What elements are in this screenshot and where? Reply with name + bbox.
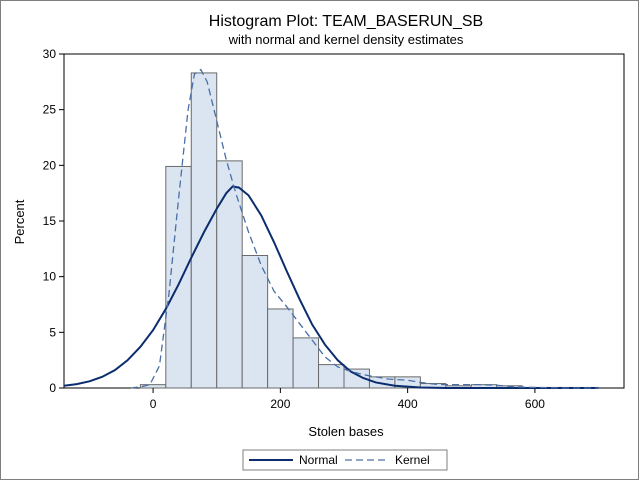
plot-frame: [63, 53, 625, 389]
normal-density-line: [63, 185, 599, 389]
y-axis-label: Percent: [12, 199, 27, 244]
histogram-bar: [165, 165, 192, 389]
plot-area: 0 5 10 15 20 25 30 0 200 400 600: [43, 47, 625, 411]
y-tick-label: 20: [43, 158, 57, 172]
legend: Normal Kernel: [242, 449, 448, 471]
x-axis-label: Stolen bases: [308, 424, 384, 439]
x-tick-label: 600: [525, 397, 545, 411]
chart-title: Histogram Plot: TEAM_BASERUN_SB: [209, 13, 483, 30]
y-tick-label: 30: [43, 47, 57, 61]
y-tick-label: 25: [43, 103, 57, 117]
x-tick-label: 200: [270, 397, 290, 411]
chart-subtitle: with normal and kernel density estimates: [228, 32, 464, 47]
y-tick-label: 5: [49, 325, 56, 339]
legend-label-kernel: Kernel: [395, 453, 430, 467]
histogram-bar: [216, 160, 243, 389]
histogram-bar: [318, 364, 345, 389]
histogram-bar: [267, 308, 294, 389]
histogram-bar: [241, 255, 269, 389]
legend-label-normal: Normal: [299, 453, 338, 467]
y-tick-label: 10: [43, 270, 57, 284]
y-tick-label: 0: [49, 381, 56, 395]
kernel-density-line: [130, 68, 599, 389]
x-tick-label: 400: [398, 397, 418, 411]
histogram-bar: [292, 337, 320, 389]
x-tick-label: 0: [150, 397, 157, 411]
y-tick-label: 15: [43, 214, 57, 228]
